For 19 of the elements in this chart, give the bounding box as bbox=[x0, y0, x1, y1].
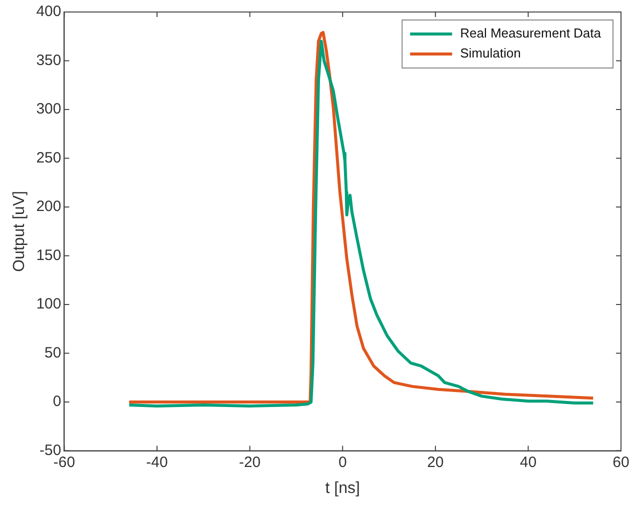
x-tick-label: 20 bbox=[427, 454, 444, 471]
x-tick-label: 40 bbox=[520, 454, 537, 471]
y-tick-label: 100 bbox=[36, 296, 62, 313]
y-tick-label: 150 bbox=[36, 246, 62, 264]
legend-label: Real Measurement Data bbox=[460, 26, 602, 41]
y-tick-label: 350 bbox=[36, 52, 62, 69]
y-tick-label: 300 bbox=[36, 100, 62, 118]
y-axis-title: Output [uV] bbox=[11, 190, 28, 272]
y-tick-label: 400 bbox=[36, 3, 62, 20]
x-tick-label: -40 bbox=[146, 454, 168, 471]
x-tick-label: 60 bbox=[612, 454, 630, 471]
x-axis-title: t [ns] bbox=[325, 480, 360, 497]
x-tick-label: -20 bbox=[238, 454, 261, 471]
legend-label: Simulation bbox=[460, 46, 521, 61]
x-tick-label: 0 bbox=[338, 454, 347, 471]
y-tick-label: 0 bbox=[52, 393, 62, 410]
y-tick-label: 50 bbox=[44, 344, 62, 362]
y-tick-label: 250 bbox=[36, 149, 62, 166]
y-tick-label: 200 bbox=[36, 198, 62, 216]
